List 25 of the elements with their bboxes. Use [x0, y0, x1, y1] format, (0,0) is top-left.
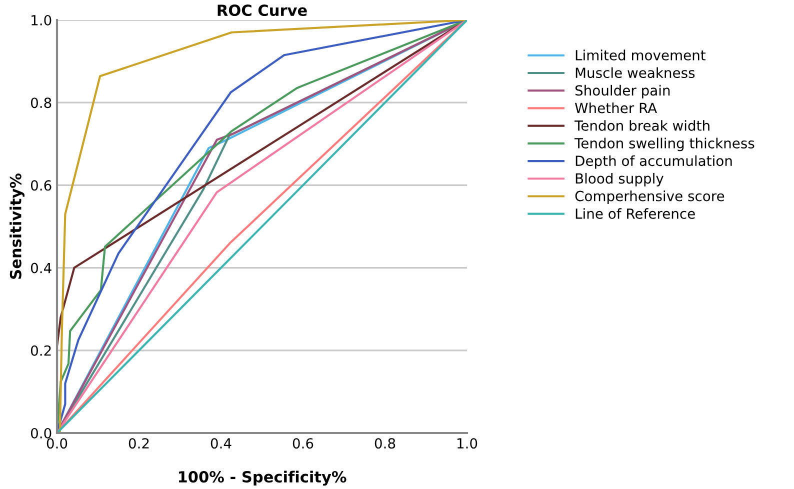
y-tick-label: 1.0: [32, 14, 52, 26]
legend-label: Shoulder pain: [575, 84, 670, 98]
legend-label: Limited movement: [576, 50, 706, 60]
y-axis-title: Sensitivity%: [10, 174, 24, 279]
chart-title: ROC Curve: [218, 4, 307, 16]
y-tick-label: 0.6: [30, 180, 52, 191]
legend-label: Tendon swelling thickness: [574, 138, 754, 152]
legend-label: Blood supply: [576, 172, 664, 186]
legend-label: Comperhensive score: [575, 190, 724, 204]
legend-label: Depth of accumulation: [576, 155, 732, 169]
x-tick-label: 0.8: [374, 438, 396, 449]
legend-label: Tendon break width: [574, 120, 710, 131]
x-tick-label: 0.0: [46, 438, 68, 449]
y-tick-label: 0.0: [30, 428, 52, 438]
y-tick-label: 0.2: [30, 345, 51, 356]
x-tick-label: 0.2: [128, 438, 149, 449]
x-tick-label: 0.6: [292, 438, 314, 449]
x-tick-label: 0.4: [210, 438, 232, 449]
x-tick-label: 1.0: [457, 438, 478, 449]
legend-label: Line of Reference: [576, 208, 695, 219]
legend-label: Whether RA: [574, 102, 658, 114]
y-tick-label: 0.4: [30, 262, 52, 274]
y-tick-label: 0.8: [30, 98, 52, 108]
legend-label: Muscle weakness: [576, 67, 695, 78]
x-axis-title: 100% - Specificity%: [178, 470, 346, 486]
